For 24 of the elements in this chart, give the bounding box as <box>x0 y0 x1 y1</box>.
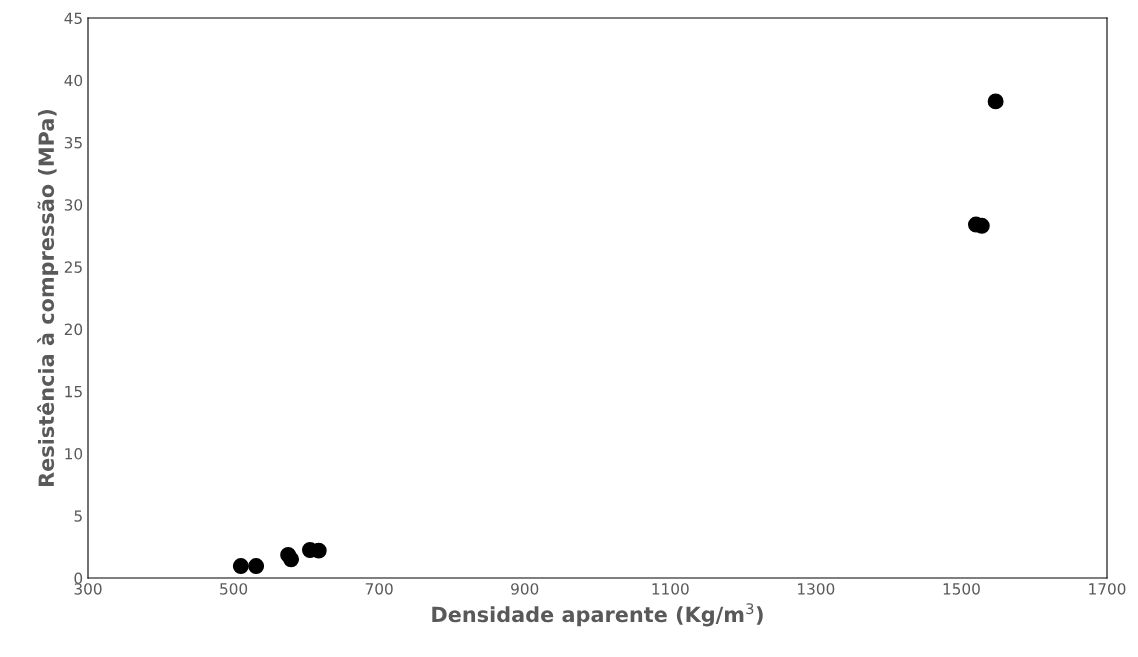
x-tick-label: 1300 <box>798 583 835 595</box>
point <box>283 551 300 568</box>
point <box>987 93 1004 110</box>
point <box>232 558 249 575</box>
point <box>248 558 265 575</box>
y-tick-label: 0 <box>74 572 83 585</box>
x-tick-label: 1700 <box>1089 583 1126 595</box>
y-tick-label: 30 <box>64 199 83 211</box>
x-tick-label: 300 <box>74 583 102 595</box>
y-tick-label: 5 <box>74 510 82 522</box>
x-tick-label: 500 <box>220 583 248 595</box>
y-axis-title: Resistência à compressão (MPa) <box>37 109 59 486</box>
x-tick-label: 700 <box>365 583 393 595</box>
x-tick-label: 1500 <box>943 583 980 595</box>
y-tick-label: 45 <box>64 12 82 25</box>
x-tick-label: 900 <box>511 583 539 595</box>
x-axis-title: Densidade aparente (Kg/m$^{3}$) <box>432 603 763 627</box>
y-tick-label: 10 <box>65 448 83 460</box>
y-tick-label: 40 <box>64 74 83 87</box>
y-tick-label: 35 <box>64 136 82 149</box>
y-tick-label: 25 <box>64 261 82 273</box>
y-tick-label: 20 <box>64 323 83 336</box>
y-tick-label: 15 <box>65 386 82 398</box>
x-tick-label: 1100 <box>652 583 689 595</box>
